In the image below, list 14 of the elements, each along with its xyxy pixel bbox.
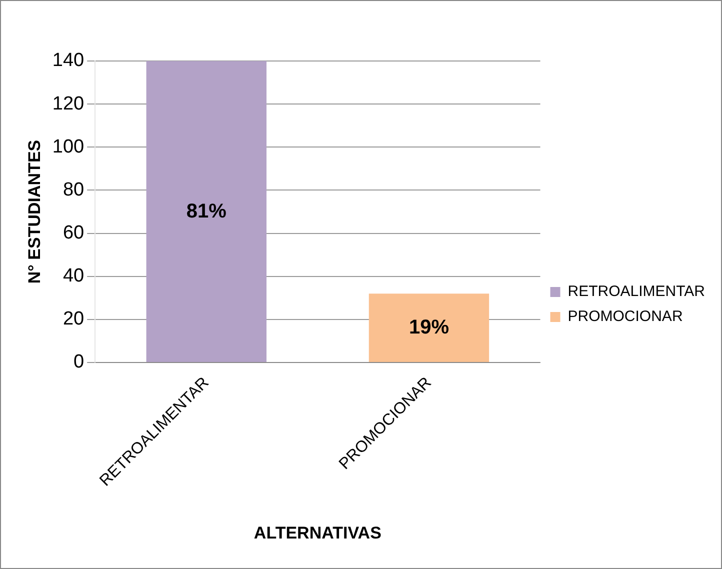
y-tick-label: 60	[62, 222, 84, 244]
y-tick-label: 0	[74, 352, 84, 373]
y-axis-title: N° ESTUDIANTES	[24, 140, 44, 284]
x-axis-title: ALTERNATIVAS	[254, 523, 382, 542]
annotation: 19%	[408, 316, 450, 339]
y-tick-label: 40	[62, 266, 84, 287]
legend-label: PROMOCIONAR	[568, 308, 683, 326]
y-tick-label: 20	[62, 308, 84, 330]
y-tick-label: 120	[52, 93, 84, 114]
y-tick-label: 80	[62, 179, 84, 200]
legend-label: RETROALIMENTAR	[568, 283, 706, 300]
y-tick-label: 100	[52, 136, 84, 158]
y-tick-label: 140	[52, 50, 84, 72]
annotation: 81%	[186, 200, 227, 222]
